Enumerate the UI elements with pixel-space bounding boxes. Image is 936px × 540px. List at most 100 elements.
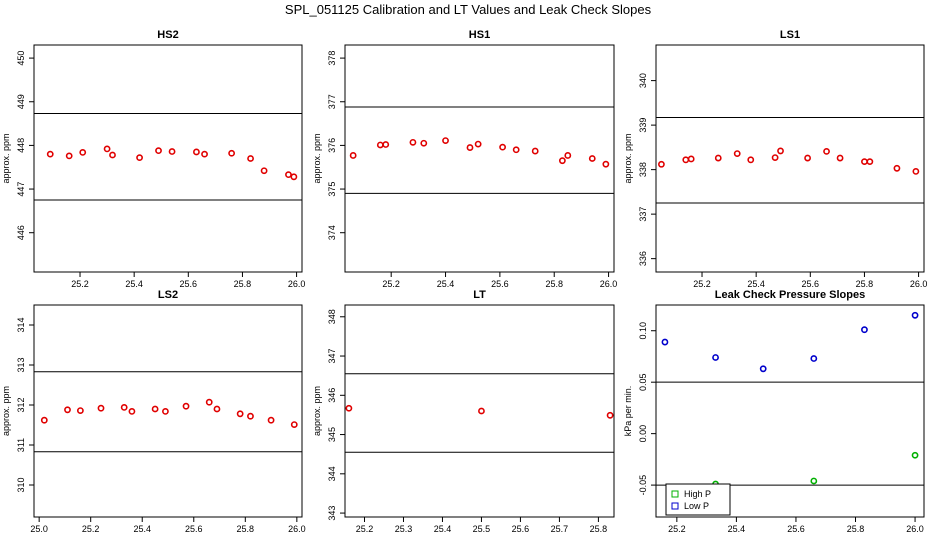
y-tick-label: 344 — [327, 466, 337, 481]
x-tick-label: 25.5 — [473, 524, 491, 534]
data-point-red — [46, 150, 54, 158]
data-point-red — [861, 158, 868, 166]
x-tick-label: 25.8 — [234, 279, 252, 289]
x-tick-label: 25.6 — [491, 279, 509, 289]
legend-label: High P — [684, 489, 711, 499]
panel-title: HS1 — [469, 29, 490, 41]
data-point-red — [658, 160, 665, 168]
y-axis-label: approx. ppm — [1, 386, 11, 436]
data-point-red — [382, 141, 390, 148]
plot-frame — [344, 44, 615, 273]
data-point-red — [588, 155, 596, 162]
x-tick-label: 25.3 — [395, 524, 413, 534]
chart-panel-3: LS1 approx. ppm 25.2 25.4 25.6 25.8 26.0 336 337… — [623, 29, 927, 289]
y-tick-label: 340 — [638, 73, 648, 88]
x-tick-label: 25.8 — [847, 524, 865, 534]
data-point-high-p — [911, 451, 919, 459]
x-tick-label: 25.8 — [237, 524, 255, 534]
data-point-red — [76, 407, 84, 414]
x-tick-label: 26.0 — [288, 279, 306, 289]
y-axis-label: approx. ppm — [312, 133, 322, 183]
x-tick-label: 25.4 — [133, 524, 151, 534]
data-point-red — [109, 151, 116, 159]
data-point-red — [267, 416, 275, 424]
y-tick-label: 311 — [16, 438, 26, 452]
data-point-red — [687, 155, 695, 163]
y-tick-label: 374 — [327, 225, 337, 240]
plot-frame — [33, 44, 303, 273]
data-point-red — [285, 171, 292, 179]
data-point-red — [777, 147, 784, 155]
data-point-red — [512, 146, 520, 154]
x-tick-label: 25.8 — [856, 279, 874, 289]
data-point-low-p — [712, 354, 719, 361]
legend-label: Low P — [684, 501, 709, 511]
legend-box — [665, 483, 731, 516]
chart-panel-4: LS2 approx. ppm 25.0 25.2 25.4 25.6 25.8 26.0 31… — [1, 289, 306, 534]
y-tick-label: 449 — [16, 94, 26, 109]
data-point-red — [912, 168, 920, 175]
x-tick-label: 25.6 — [180, 279, 198, 289]
data-point-red — [420, 139, 428, 147]
legend: High P Low P — [665, 483, 731, 516]
y-tick-label: 375 — [327, 182, 337, 197]
x-tick-label: 25.4 — [434, 524, 452, 534]
x-tick-label: 25.6 — [512, 524, 530, 534]
x-tick-label: 25.4 — [437, 279, 455, 289]
y-tick-label: 345 — [327, 427, 337, 442]
plot-frame — [33, 304, 303, 518]
y-tick-label: 0.05 — [638, 373, 648, 391]
chart-panel-6: Leak Check Pressure Slopes kPa per min. 25… — [623, 289, 925, 534]
y-tick-label: 447 — [16, 182, 26, 197]
data-point-red — [836, 154, 844, 162]
data-point-red — [97, 404, 105, 412]
y-tick-label: 336 — [638, 251, 648, 266]
y-tick-label: 313 — [16, 357, 26, 372]
chart-panel-1: HS2 approx. ppm 25.2 25.4 25.6 25.8 26.0 446 447… — [1, 29, 305, 289]
x-tick-label: 25.2 — [71, 279, 89, 289]
panel-title: LT — [473, 289, 486, 301]
data-point-red — [228, 149, 236, 157]
data-point-red — [103, 145, 111, 153]
data-point-red — [201, 150, 208, 158]
data-point-red — [151, 405, 159, 413]
y-tick-label: 378 — [327, 51, 337, 66]
data-point-red — [64, 406, 71, 414]
data-point-red — [893, 164, 901, 172]
legend-marker — [671, 502, 679, 510]
x-tick-label: 25.4 — [747, 279, 765, 289]
data-point-red — [40, 416, 48, 424]
y-axis-label: approx. ppm — [312, 386, 322, 436]
data-point-red — [247, 412, 254, 420]
data-point-red — [478, 407, 485, 415]
data-point-red — [155, 147, 162, 155]
y-tick-label: 343 — [327, 506, 337, 521]
x-tick-label: 25.8 — [545, 279, 563, 289]
data-point-red — [205, 398, 213, 406]
y-tick-label: 0.00 — [638, 425, 648, 443]
data-point-high-p — [810, 477, 818, 485]
plot-frame — [655, 44, 925, 273]
data-point-red — [866, 158, 874, 166]
y-tick-label: -0.05 — [638, 475, 648, 496]
x-tick-label: 25.2 — [82, 524, 100, 534]
y-tick-label: 347 — [327, 349, 337, 364]
data-point-red — [136, 154, 143, 162]
y-tick-label: 337 — [638, 207, 648, 222]
data-point-low-p — [810, 355, 818, 362]
y-axis-label: approx. ppm — [623, 133, 633, 183]
y-tick-label: 446 — [16, 225, 26, 240]
data-point-red — [409, 138, 417, 146]
data-point-red — [128, 407, 136, 415]
data-point-red — [602, 160, 610, 168]
data-point-red — [531, 147, 539, 155]
x-tick-label: 25.4 — [728, 524, 746, 534]
data-point-red — [606, 411, 614, 419]
y-tick-label: 376 — [327, 138, 337, 153]
x-tick-label: 25.0 — [30, 524, 48, 534]
y-tick-label: 450 — [16, 51, 26, 66]
y-tick-label: 377 — [327, 94, 337, 109]
data-point-red — [290, 173, 298, 181]
y-tick-label: 346 — [327, 388, 337, 403]
